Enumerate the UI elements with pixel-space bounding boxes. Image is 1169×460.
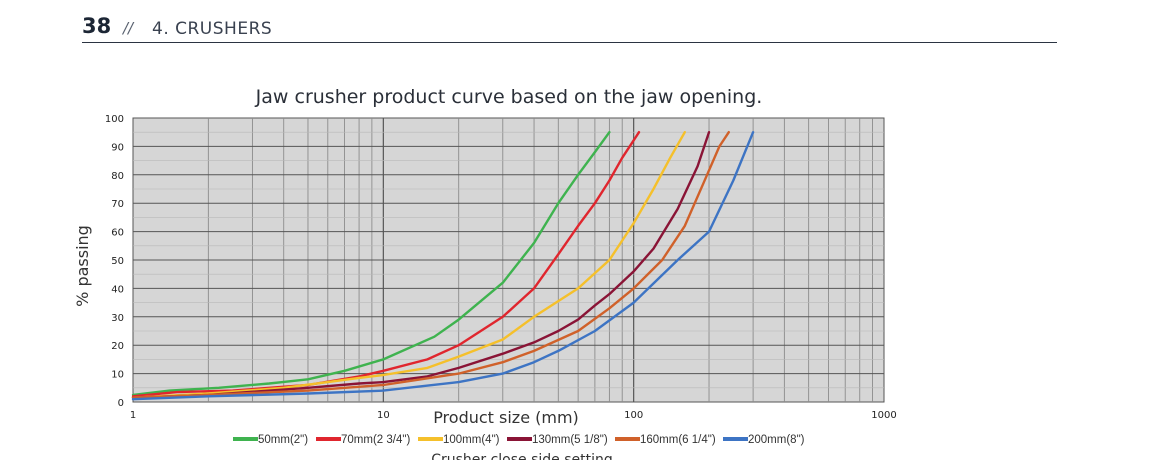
legend-label: 130mm(5 1/8") [532, 434, 608, 446]
chart-title: Jaw crusher product curve based on the j… [255, 86, 763, 108]
legend-title: Crusher close side setting [431, 452, 613, 460]
page-number: 38 [82, 14, 112, 38]
y-axis-label: % passing [73, 225, 92, 307]
x-tick-label: 1000 [871, 410, 896, 421]
y-tick-label: 40 [111, 284, 124, 295]
y-tick-label: 70 [111, 199, 124, 210]
header-separator: // [123, 19, 134, 37]
legend: 50mm(2") 70mm(2 3/4") 100mm(4") 130mm(5 1/8… [233, 434, 805, 446]
legend-label: 50mm(2") [258, 434, 308, 446]
y-tick-label: 20 [111, 341, 124, 352]
y-tick-label: 10 [111, 370, 124, 381]
y-tick-label: 50 [111, 256, 124, 267]
y-tick-label: 30 [111, 313, 124, 324]
page-header: 38 // 4. CRUSHERS [82, 12, 1057, 43]
y-tick-label: 80 [111, 171, 124, 182]
y-tick-label: 60 [111, 228, 124, 239]
x-tick-label: 10 [377, 410, 390, 421]
legend-label: 160mm(6 1/4") [640, 434, 716, 446]
x-tick-label: 100 [624, 410, 643, 421]
y-tick-label: 0 [118, 398, 124, 409]
series-line [131, 130, 686, 399]
series-line [131, 130, 711, 399]
x-axis-label: Product size (mm) [433, 408, 579, 427]
legend-label: 70mm(2 3/4") [341, 434, 410, 446]
series-lines [131, 130, 755, 401]
y-tick-label: 100 [105, 114, 124, 125]
x-tick-label: 1 [130, 410, 136, 421]
series-line [131, 130, 611, 397]
legend-label: 200mm(8") [748, 434, 805, 446]
series-line [131, 130, 755, 401]
legend-label: 100mm(4") [443, 434, 500, 446]
y-tick-label: 90 [111, 142, 124, 153]
series-line [131, 130, 730, 399]
grid [133, 118, 884, 402]
section-title: 4. CRUSHERS [152, 19, 273, 39]
